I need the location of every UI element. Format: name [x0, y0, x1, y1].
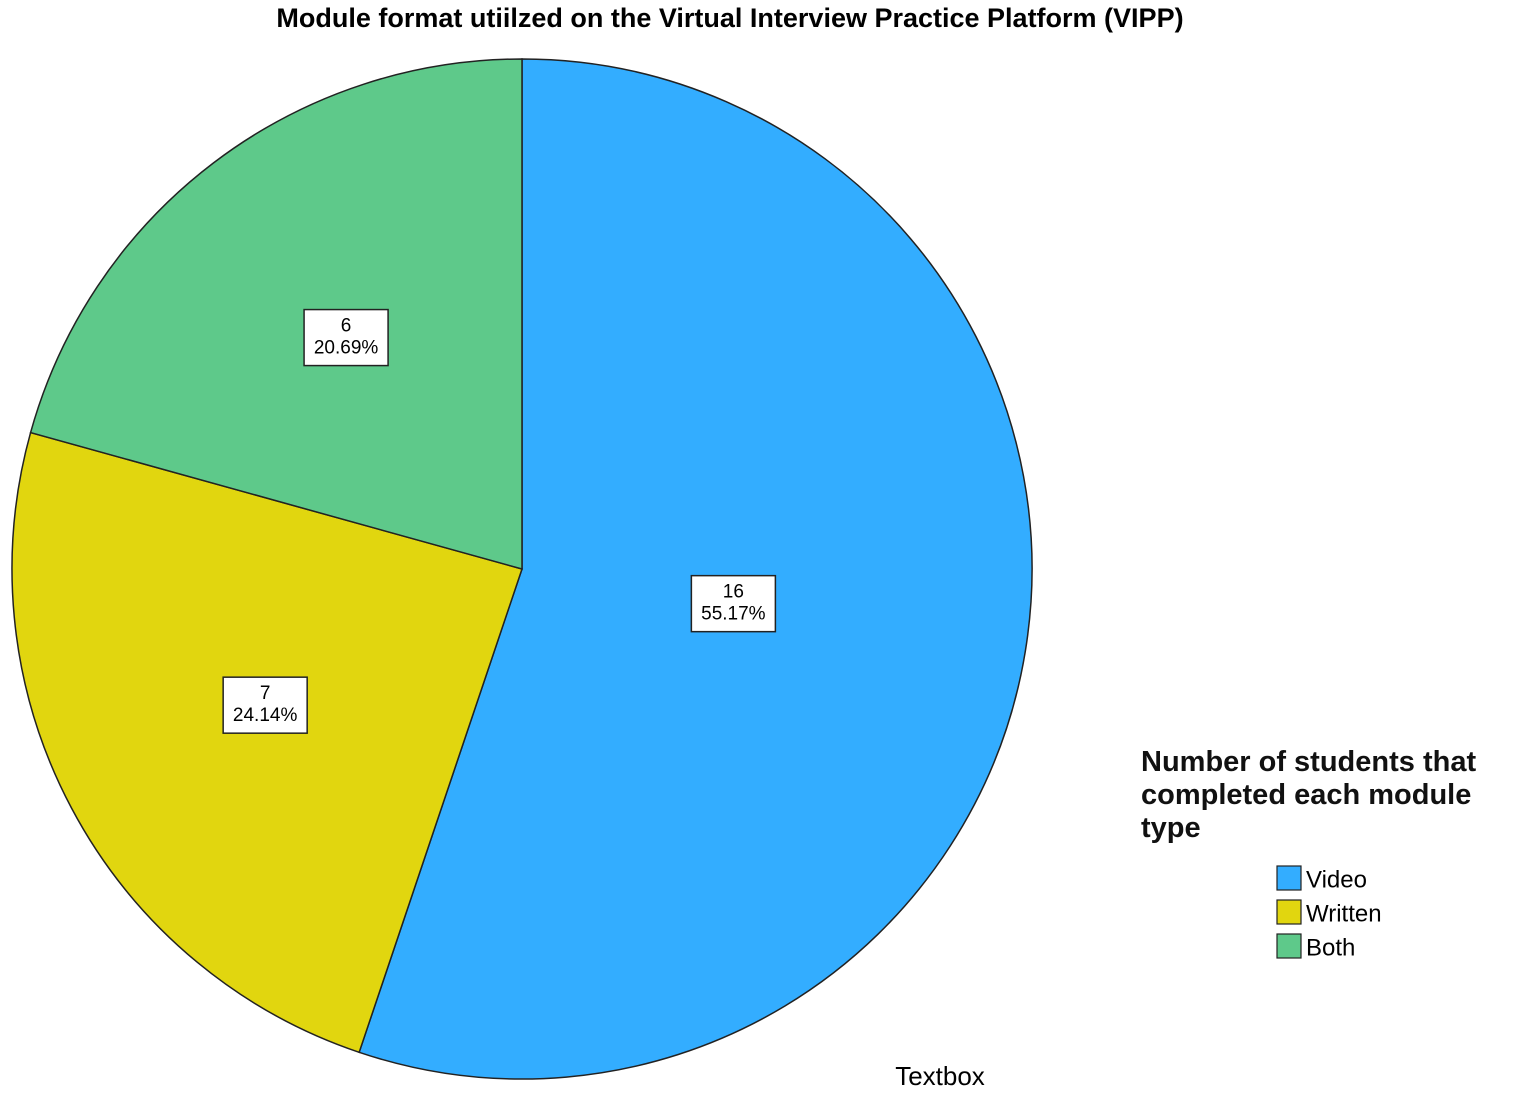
data-label-box: [222, 676, 308, 734]
data-label: 16: [723, 582, 744, 603]
legend-label: Both: [1306, 934, 1355, 961]
data-label-box: [303, 308, 389, 367]
pie-slice: [29, 58, 523, 570]
pie-slice: [358, 58, 1033, 1080]
legend-title: Number of students that completed each m…: [1141, 746, 1477, 844]
legend-swatch: [1276, 865, 1302, 891]
annotation: Textbox: [895, 1061, 985, 1091]
legend-label: Written: [1306, 900, 1382, 927]
pie-slice: [11, 431, 523, 1054]
percent-label: 20.69%: [314, 338, 379, 359]
chart-title: Module format utiilzed on the Virtual In…: [276, 3, 1183, 33]
legend-swatch: [1276, 933, 1302, 959]
legend-label: Video: [1306, 866, 1367, 893]
data-label-box: [690, 574, 777, 633]
legend-swatch: [1276, 899, 1302, 925]
data-label: 7: [260, 683, 271, 704]
percent-label: 55.17%: [701, 604, 766, 625]
data-label: 6: [341, 316, 352, 337]
percent-label: 24.14%: [233, 705, 298, 726]
